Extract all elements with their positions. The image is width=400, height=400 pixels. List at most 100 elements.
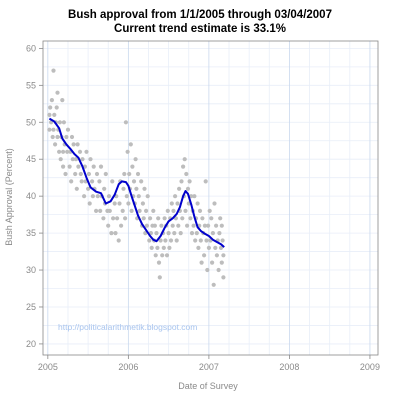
poll-point xyxy=(202,223,207,228)
poll-point xyxy=(75,142,80,147)
y-tick-label: 20 xyxy=(26,339,36,349)
poll-point xyxy=(206,223,211,228)
poll-point xyxy=(60,98,65,103)
poll-point xyxy=(166,231,171,236)
poll-point xyxy=(127,171,132,177)
poll-point xyxy=(124,194,129,199)
poll-point xyxy=(65,149,70,154)
poll-point xyxy=(153,253,158,258)
poll-point xyxy=(103,171,108,177)
poll-point xyxy=(189,194,194,199)
x-tick-label: 2005 xyxy=(38,362,58,372)
poll-point xyxy=(71,142,76,147)
poll-point xyxy=(179,179,184,184)
poll-point xyxy=(47,127,52,132)
poll-point xyxy=(165,208,170,213)
poll-point xyxy=(115,216,120,221)
poll-point xyxy=(180,216,185,221)
poll-point xyxy=(212,201,217,206)
poll-point xyxy=(120,208,125,213)
poll-point xyxy=(214,223,219,228)
poll-point xyxy=(95,194,100,199)
poll-point xyxy=(214,253,219,258)
poll-point xyxy=(192,194,197,199)
poll-point xyxy=(78,171,83,177)
poll-point xyxy=(159,223,164,228)
poll-point xyxy=(91,164,96,169)
poll-point xyxy=(122,171,127,177)
poll-point xyxy=(136,194,141,199)
poll-point xyxy=(155,245,160,250)
y-tick-label: 40 xyxy=(26,191,36,201)
poll-point xyxy=(57,149,62,154)
poll-point xyxy=(167,245,172,250)
poll-point xyxy=(55,134,60,140)
poll-point xyxy=(157,275,162,280)
poll-point xyxy=(53,142,58,147)
poll-point xyxy=(184,171,189,177)
poll-point xyxy=(202,253,207,258)
trend-line xyxy=(48,117,225,248)
x-tick-label: 2009 xyxy=(360,362,380,372)
axes-layer: 20 25 30 35 40 45 50 55 60 2005 2006 2007 2008 2009 xyxy=(26,43,380,372)
poll-point xyxy=(82,194,87,199)
y-tick-label: 45 xyxy=(26,154,36,164)
poll-point xyxy=(219,223,224,228)
poll-point xyxy=(203,179,208,184)
poll-point xyxy=(158,238,163,243)
y-tick-label: 60 xyxy=(26,43,36,53)
poll-point xyxy=(74,186,79,191)
poll-point xyxy=(218,216,223,221)
points-layer xyxy=(47,68,226,287)
poll-point xyxy=(117,201,122,206)
x-tick-label: 2006 xyxy=(118,362,138,372)
poll-point xyxy=(188,216,193,221)
poll-point xyxy=(156,260,162,265)
poll-point xyxy=(200,216,205,221)
poll-point xyxy=(128,142,133,147)
poll-point xyxy=(54,105,59,110)
poll-point xyxy=(199,260,204,265)
poll-point xyxy=(113,231,118,236)
poll-point xyxy=(217,231,222,236)
poll-point xyxy=(189,231,195,236)
poll-point xyxy=(94,208,99,213)
poll-point xyxy=(47,112,52,117)
poll-point xyxy=(116,238,121,243)
poll-point xyxy=(173,194,178,199)
poll-point xyxy=(70,157,75,162)
y-tick-label: 55 xyxy=(26,80,36,90)
poll-point xyxy=(145,194,150,199)
plot-frame xyxy=(42,40,379,356)
poll-point xyxy=(185,186,191,191)
poll-point xyxy=(169,201,174,206)
poll-point xyxy=(57,120,63,125)
poll-point xyxy=(194,231,199,236)
poll-point xyxy=(87,201,92,206)
poll-point xyxy=(140,201,145,206)
poll-point xyxy=(69,134,75,140)
poll-point xyxy=(133,157,138,162)
poll-point xyxy=(221,253,226,258)
poll-point xyxy=(125,149,130,154)
poll-point xyxy=(48,105,53,110)
poll-point xyxy=(141,216,146,221)
poll-point xyxy=(170,223,175,228)
poll-point xyxy=(101,216,106,221)
poll-point xyxy=(139,179,144,184)
poll-point xyxy=(148,216,153,221)
poll-point xyxy=(164,253,170,258)
poll-point xyxy=(130,164,135,169)
poll-point xyxy=(65,127,71,132)
poll-point xyxy=(67,164,72,169)
poll-point xyxy=(162,216,167,221)
poll-point xyxy=(151,208,156,213)
poll-point xyxy=(126,201,131,206)
poll-point xyxy=(76,164,81,169)
poll-point xyxy=(49,98,55,103)
poll-point xyxy=(77,149,83,154)
poll-point xyxy=(185,223,190,228)
trend-layer xyxy=(48,117,225,248)
